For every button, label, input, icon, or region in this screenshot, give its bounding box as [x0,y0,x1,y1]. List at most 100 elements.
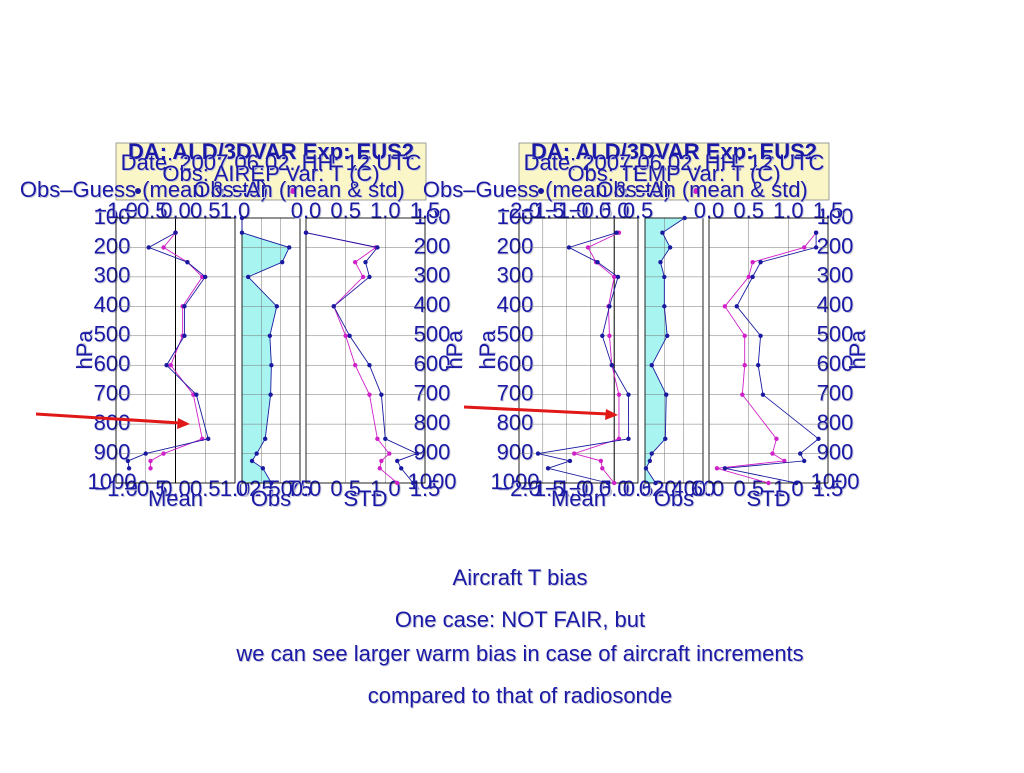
y-tick-label: 100 [414,204,451,229]
x-tick-label: 0.5 [190,198,221,223]
legend-marker [538,188,544,194]
header-box [518,142,830,201]
y-axis-label: hPa [475,330,500,370]
legend-marker [290,188,296,194]
point [280,259,285,265]
point [379,392,384,397]
y-tick-label: 500 [414,322,451,347]
point [722,304,728,309]
point [375,245,380,250]
point [600,333,605,338]
point [168,363,173,368]
y-tick-label: 600 [497,351,534,376]
y-tick-label: 600 [414,351,451,376]
y-tick-label: 900 [497,439,534,464]
slide-text: Aircraft T bias [453,565,588,590]
point [665,333,670,338]
y-tick-label: 300 [497,263,534,288]
legend-label: Obs–An (mean & std) [193,177,405,202]
point [377,466,382,471]
y-axis-label: hPa [72,330,97,370]
x-tick-label: −0.5 [124,476,167,501]
point [375,436,380,442]
x-tick-label: 0.0 [599,476,630,501]
point [664,392,669,397]
y-tick-label: 700 [94,380,131,405]
obs-area [645,218,685,483]
y-tick-label: 400 [817,292,854,317]
point [682,215,687,221]
x-tick-label: 0.0 [160,476,191,501]
y-tick-label: 800 [414,410,451,435]
arrow [35,412,181,425]
point [545,466,551,471]
point [572,451,577,456]
point [600,466,605,471]
profile-line [150,232,203,469]
point [758,333,763,338]
point [182,333,187,338]
point [813,245,819,250]
point [740,392,745,397]
point [760,392,766,397]
point [367,274,372,280]
point [352,363,358,368]
x-tick-label: 20 [652,476,676,501]
x-tick-label: 0.0 [599,198,630,223]
y-tick-label: 600 [817,351,854,376]
y-tick-label: 400 [94,292,131,317]
y-tick-label: 100 [497,204,534,229]
x-tick-label: −1.5 [521,476,564,501]
y-tick-label: 200 [94,233,131,258]
header-text: Obs: TEMP Var: T (C) [567,161,780,186]
x-tick-label: −0.5 [124,198,167,223]
point [658,259,663,265]
point [607,304,612,309]
x-tick-label: 40 [671,476,695,501]
x-tick-label: 1.0 [370,198,401,223]
point [414,451,420,456]
point [802,458,807,464]
point [383,436,388,442]
point [734,304,739,309]
y-tick-label: 600 [94,351,131,376]
point [605,480,611,486]
legend-label: Obs–Guess (mean & std) [423,177,671,202]
y-tick-label: 700 [414,380,451,405]
x-tick-label: 0.5 [733,198,764,223]
x-axis-label: Obs [654,486,694,511]
x-tick-label: 0.0 [160,198,191,223]
point [143,451,148,456]
point [173,230,178,235]
point [182,304,187,309]
header-text: Obs: AIREP Var: T (C) [162,161,379,186]
point [161,245,166,250]
legend-label: Obs–An (mean & std) [596,177,808,202]
x-tick-label: −0.5 [569,476,612,501]
x-tick-label: 0 [639,476,651,501]
legend-marker [135,188,141,194]
point [331,304,336,309]
profile-line [724,232,820,484]
point [649,363,654,368]
point [722,466,728,471]
point [269,480,274,486]
point [245,274,251,280]
x-tick-label: 0.5 [330,198,361,223]
plot-frame [518,217,639,484]
point [567,458,573,464]
header-text: Date: 2007.06.02. HH: 12 UTC [524,150,825,175]
y-tick-label: 1000 [408,469,457,494]
point [249,458,255,464]
y-tick-label: 800 [497,410,534,435]
point [758,259,763,265]
x-axis-label: Mean [148,486,203,511]
point [267,333,273,338]
x-tick-label: 50 [268,476,292,501]
